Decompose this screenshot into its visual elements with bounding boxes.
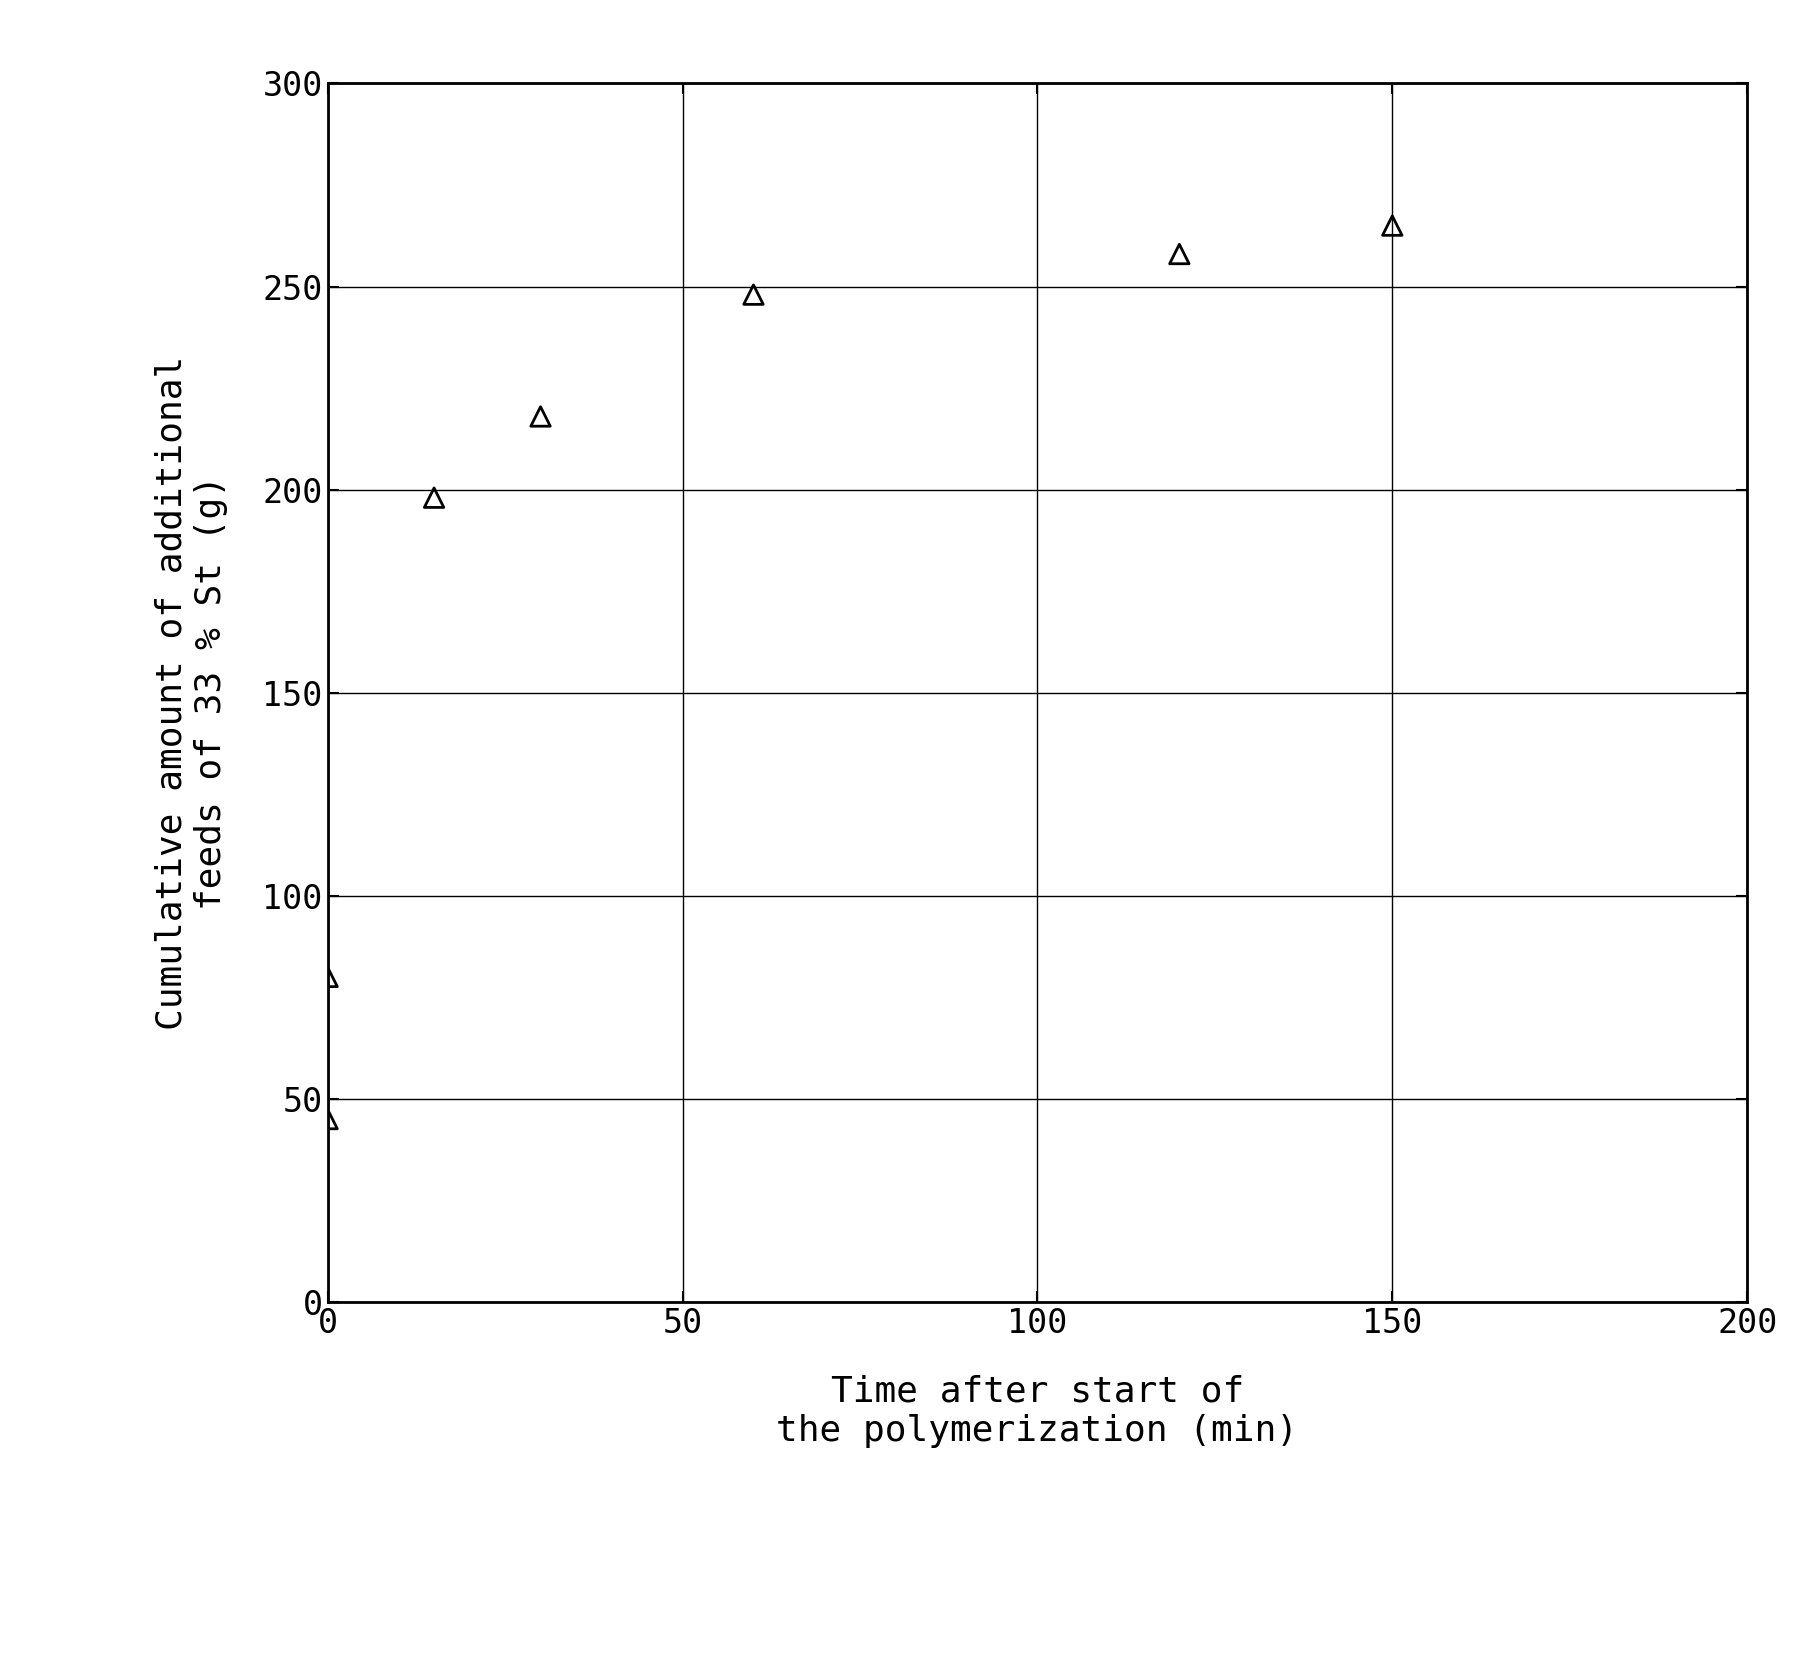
Point (313, 1107, 342, 1133)
Point (1165, 240, 1194, 267)
Point (1378, 212, 1407, 239)
Point (419, 484, 448, 511)
Point (739, 282, 768, 309)
X-axis label: Time after start of
the polymerization (min): Time after start of the polymerization (… (777, 1374, 1298, 1447)
Y-axis label: Cumulative amount of additional
feeds of 33 % St (g): Cumulative amount of additional feeds of… (155, 355, 228, 1030)
Point (526, 404, 555, 431)
Point (313, 963, 342, 990)
